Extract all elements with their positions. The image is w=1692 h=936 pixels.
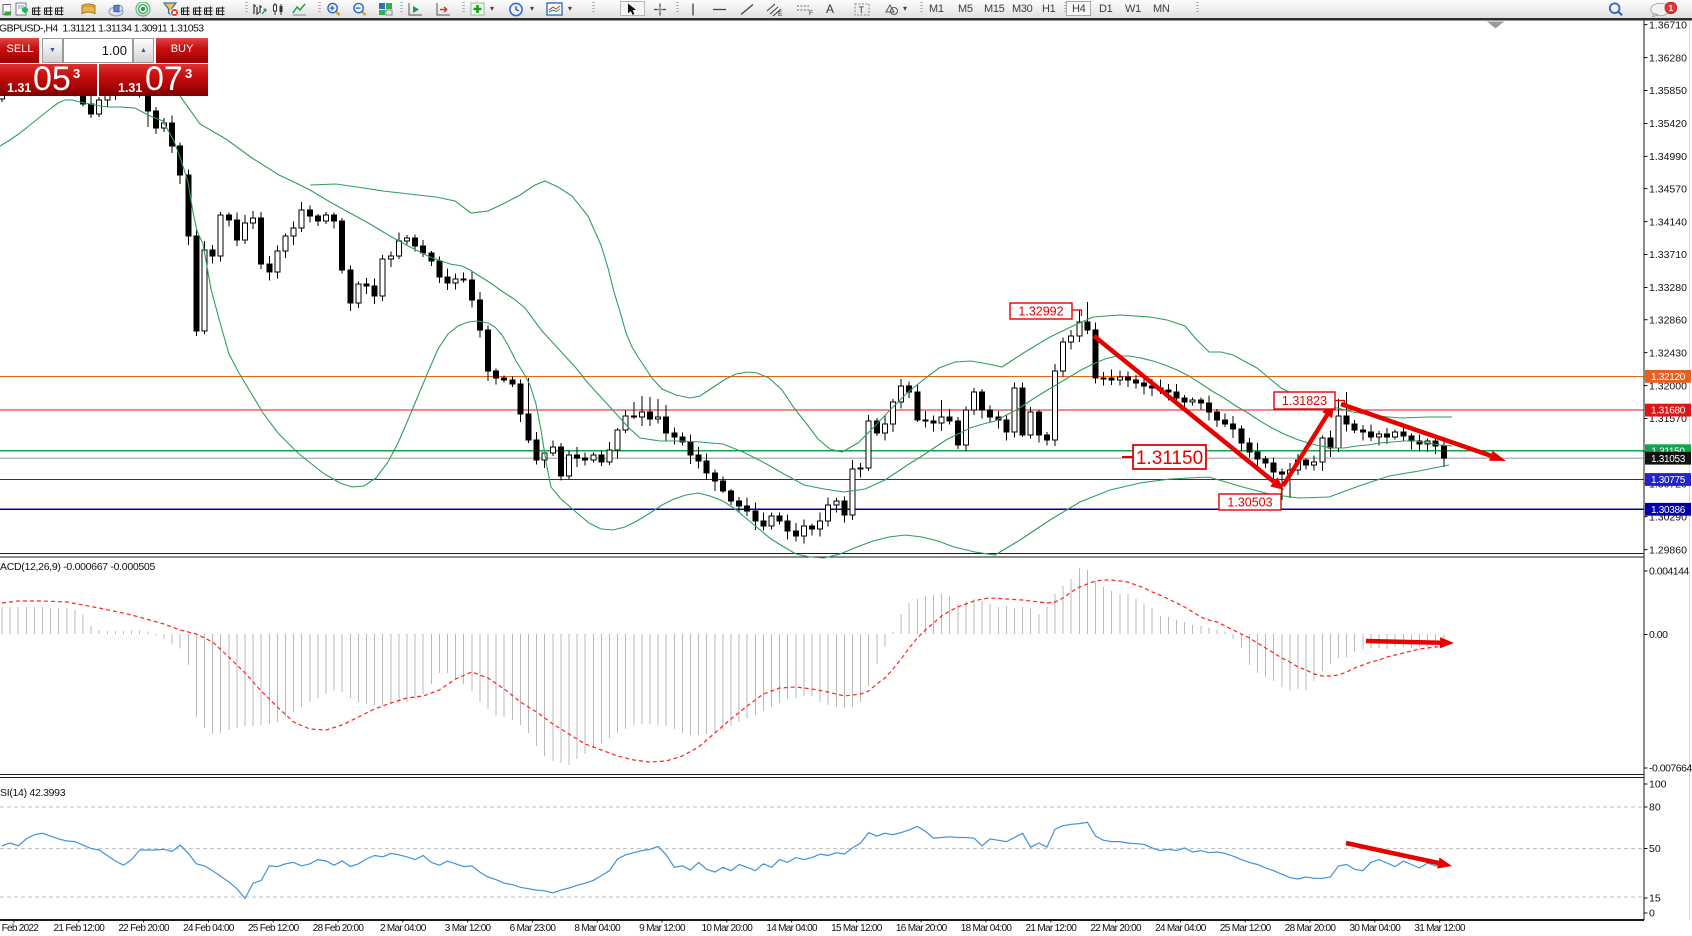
svg-text:24 Feb 04:00: 24 Feb 04:00 (183, 923, 235, 934)
svg-text:1.32860: 1.32860 (1649, 314, 1687, 326)
svg-text:25 Mar 12:00: 25 Mar 12:00 (1220, 923, 1272, 934)
svg-text:24 Mar 04:00: 24 Mar 04:00 (1155, 923, 1207, 934)
svg-text:30 Mar 04:00: 30 Mar 04:00 (1350, 923, 1402, 934)
svg-text:15: 15 (1649, 893, 1661, 905)
svg-text:1.32120: 1.32120 (1651, 372, 1686, 383)
svg-text:6 Mar 23:00: 6 Mar 23:00 (510, 923, 557, 934)
svg-text:1.36710: 1.36710 (1649, 19, 1687, 31)
svg-text:1.30503: 1.30503 (1227, 496, 1272, 510)
svg-text:22 Feb 20:00: 22 Feb 20:00 (118, 923, 170, 934)
svg-text:1.32430: 1.32430 (1649, 347, 1687, 359)
svg-text:1.35850: 1.35850 (1649, 85, 1687, 97)
svg-text:22 Mar 20:00: 22 Mar 20:00 (1090, 923, 1142, 934)
svg-text:3 Mar 12:00: 3 Mar 12:00 (445, 923, 492, 934)
svg-text:1.31053: 1.31053 (1651, 454, 1686, 465)
svg-text:SI(14) 42.3993: SI(14) 42.3993 (0, 787, 66, 799)
svg-text:GBPUSD-,H4 1.31121 1.31134 1.: GBPUSD-,H4 1.31121 1.31134 1.30911 1.310… (0, 23, 204, 35)
svg-text:10 Mar 20:00: 10 Mar 20:00 (702, 923, 754, 934)
svg-text:18 Mar 04:00: 18 Mar 04:00 (961, 923, 1013, 934)
svg-text:1.30775: 1.30775 (1651, 475, 1686, 486)
svg-text:28 Feb 20:00: 28 Feb 20:00 (313, 923, 365, 934)
svg-text:80: 80 (1649, 802, 1661, 814)
svg-text:E: E (778, 11, 783, 17)
svg-text:1.32000: 1.32000 (1649, 380, 1687, 392)
svg-text:1.33280: 1.33280 (1649, 282, 1687, 294)
svg-text:9 Mar 12:00: 9 Mar 12:00 (639, 923, 686, 934)
svg-text:1.35420: 1.35420 (1649, 118, 1687, 130)
svg-text:0.004144: 0.004144 (1649, 566, 1689, 578)
svg-text:0: 0 (1649, 908, 1655, 920)
svg-text:21 Feb 12:00: 21 Feb 12:00 (54, 923, 106, 934)
svg-text:1.33710: 1.33710 (1649, 249, 1687, 261)
svg-text:21 Mar 12:00: 21 Mar 12:00 (1026, 923, 1078, 934)
svg-text:18 Feb 2022: 18 Feb 2022 (0, 923, 39, 934)
svg-text:F: F (809, 10, 813, 17)
svg-text:1.34990: 1.34990 (1649, 151, 1687, 163)
svg-text:1.36280: 1.36280 (1649, 52, 1687, 64)
svg-text:31 Mar 12:00: 31 Mar 12:00 (1414, 923, 1466, 934)
svg-text:1.31150: 1.31150 (1136, 448, 1203, 469)
svg-text:0.00: 0.00 (1649, 629, 1668, 641)
svg-text:T: T (859, 5, 865, 15)
svg-text:100: 100 (1649, 779, 1667, 791)
svg-text:25 Feb 12:00: 25 Feb 12:00 (248, 923, 300, 934)
svg-text:1.31680: 1.31680 (1651, 406, 1686, 417)
svg-text:1.30386: 1.30386 (1651, 505, 1686, 516)
svg-text:1.31823: 1.31823 (1282, 394, 1327, 408)
svg-text:ACD(12,26,9) -0.000667 -0.0005: ACD(12,26,9) -0.000667 -0.000505 (0, 561, 155, 573)
svg-text:15 Mar 12:00: 15 Mar 12:00 (831, 923, 883, 934)
svg-text:2 Mar 04:00: 2 Mar 04:00 (380, 923, 427, 934)
svg-text:1.34140: 1.34140 (1649, 216, 1687, 228)
svg-text:1: 1 (1669, 2, 1674, 12)
svg-text:8 Mar 04:00: 8 Mar 04:00 (574, 923, 621, 934)
svg-text:50: 50 (1649, 843, 1661, 855)
svg-text:-0.007664: -0.007664 (1649, 763, 1692, 775)
svg-text:1.29860: 1.29860 (1649, 544, 1687, 556)
svg-text:1.34570: 1.34570 (1649, 183, 1687, 195)
svg-text:28 Mar 20:00: 28 Mar 20:00 (1285, 923, 1337, 934)
svg-text:1.32992: 1.32992 (1018, 305, 1063, 319)
svg-text:16 Mar 20:00: 16 Mar 20:00 (896, 923, 948, 934)
svg-text:14 Mar 04:00: 14 Mar 04:00 (766, 923, 818, 934)
